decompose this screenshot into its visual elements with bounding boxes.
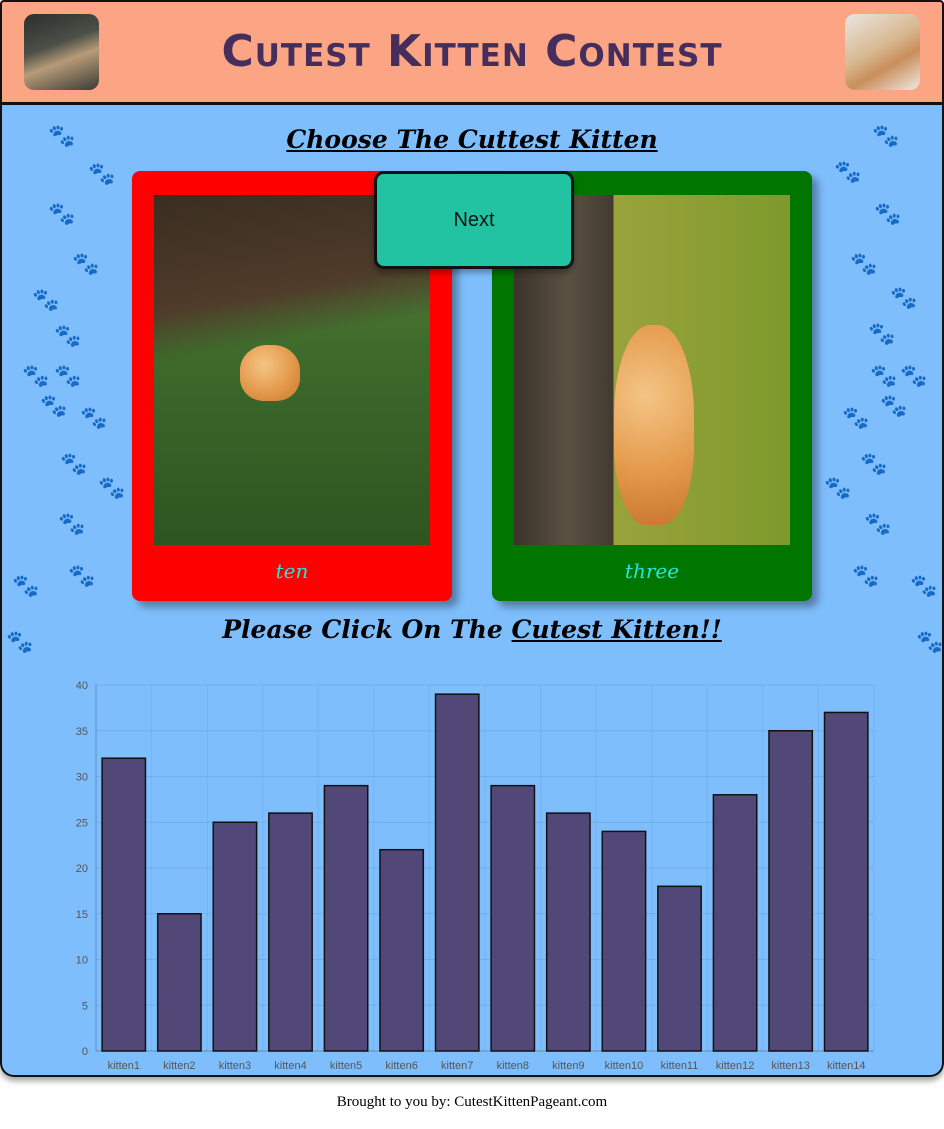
bar-kitten14 bbox=[823, 711, 869, 1052]
bar-kitten7 bbox=[434, 693, 480, 1052]
paw-icon: 🐾 bbox=[58, 511, 86, 536]
y-tick-label: 25 bbox=[76, 817, 88, 829]
bar-kitten12 bbox=[712, 794, 758, 1052]
paw-icon: 🐾 bbox=[48, 123, 76, 148]
cta-prefix: Please Click On The bbox=[222, 615, 512, 644]
paw-icon: 🐾 bbox=[12, 573, 40, 598]
y-tick-label: 20 bbox=[76, 863, 88, 875]
paw-icon: 🐾 bbox=[80, 405, 108, 430]
paw-icon: 🐾 bbox=[864, 511, 892, 536]
x-tick-label: kitten9 bbox=[552, 1060, 584, 1072]
y-tick-label: 40 bbox=[76, 680, 88, 692]
choose-heading: Choose The Cuttest Kitten bbox=[286, 125, 658, 154]
kitten-name-right: three bbox=[624, 559, 680, 583]
paw-icon: 🐾 bbox=[842, 405, 870, 430]
y-tick-label: 30 bbox=[76, 772, 88, 784]
y-tick-label: 10 bbox=[76, 955, 88, 967]
y-tick-label: 0 bbox=[82, 1046, 88, 1058]
paw-icon: 🐾 bbox=[850, 251, 878, 276]
y-tick-label: 15 bbox=[76, 909, 88, 921]
header: Cutest Kitten Contest bbox=[0, 0, 944, 104]
x-tick-label: kitten1 bbox=[108, 1060, 140, 1072]
x-tick-label: kitten4 bbox=[274, 1060, 306, 1072]
chart-svg: 0 5 10 15 20 25 30 35 40 kitten1 kitten2 kitten3 kit… bbox=[76, 680, 875, 1072]
bar-kitten3 bbox=[212, 821, 258, 1052]
kitten-figure bbox=[240, 345, 300, 401]
cta-text: Please Click On The Cutest Kitten!! bbox=[2, 615, 942, 644]
paw-icon: 🐾 bbox=[72, 251, 100, 276]
kitten-avatar-right bbox=[845, 14, 920, 90]
y-tick-label: 5 bbox=[82, 1000, 88, 1012]
votes-bar-chart: 0 5 10 15 20 25 30 35 40 kitten1 kitten2 kitten3 kit… bbox=[64, 679, 884, 1075]
x-tick-label: kitten2 bbox=[163, 1060, 195, 1072]
y-tick-label: 35 bbox=[76, 726, 88, 738]
kitten-avatar-left bbox=[24, 14, 99, 90]
paw-icon: 🐾 bbox=[860, 451, 888, 476]
bar-kitten2 bbox=[156, 913, 202, 1052]
bar-kitten9 bbox=[545, 812, 591, 1052]
cta-link[interactable]: Cutest Kitten!! bbox=[511, 615, 722, 644]
contest-panel: 🐾 🐾 🐾 🐾 🐾 🐾 🐾 🐾 🐾 🐾 🐾 🐾 🐾 🐾 🐾 🐾 🐾 🐾 🐾 🐾 … bbox=[0, 102, 944, 1077]
bar-kitten10 bbox=[601, 830, 647, 1052]
bar-kitten13 bbox=[768, 730, 814, 1052]
x-tick-label: kitten5 bbox=[330, 1060, 362, 1072]
paw-icon: 🐾 bbox=[32, 287, 60, 312]
footer-credit: Brought to you by: CutestKittenPageant.c… bbox=[336, 1094, 608, 1110]
x-tick-label: kitten8 bbox=[497, 1060, 529, 1072]
x-tick-label: kitten10 bbox=[605, 1060, 644, 1072]
paw-icon: 🐾 bbox=[834, 159, 862, 184]
paw-icon: 🐾 bbox=[98, 475, 126, 500]
paw-icon: 🐾 bbox=[874, 201, 902, 226]
x-tick-label: kitten11 bbox=[661, 1060, 699, 1072]
paw-icon: 🐾 bbox=[824, 475, 852, 500]
paw-icon: 🐾 bbox=[40, 393, 68, 418]
paw-icon: 🐾 bbox=[54, 363, 82, 388]
x-tick-label: kitten14 bbox=[827, 1060, 866, 1072]
bar-kitten11 bbox=[657, 885, 702, 1052]
paw-icon: 🐾 bbox=[88, 161, 116, 186]
paw-icon: 🐾 bbox=[916, 629, 944, 654]
paw-icon: 🐾 bbox=[60, 451, 88, 476]
paw-icon: 🐾 bbox=[852, 563, 880, 588]
paw-icon: 🐾 bbox=[890, 285, 918, 310]
paw-icon: 🐾 bbox=[910, 573, 938, 598]
paw-icon: 🐾 bbox=[872, 123, 900, 148]
paw-icon: 🐾 bbox=[54, 323, 82, 348]
kitten-figure bbox=[614, 325, 694, 525]
bar-kitten5 bbox=[323, 784, 369, 1052]
x-tick-label: kitten7 bbox=[441, 1060, 473, 1072]
bar-kitten6 bbox=[379, 848, 425, 1052]
x-tick-label: kitten13 bbox=[771, 1060, 810, 1072]
paw-icon: 🐾 bbox=[870, 363, 898, 388]
paw-icon: 🐾 bbox=[868, 321, 896, 346]
x-tick-label: kitten12 bbox=[716, 1060, 755, 1072]
paw-icon: 🐾 bbox=[880, 393, 908, 418]
x-tick-label: kitten3 bbox=[219, 1060, 251, 1072]
x-tick-label: kitten6 bbox=[385, 1060, 417, 1072]
page-title: Cutest Kitten Contest bbox=[221, 26, 723, 77]
bar-kitten8 bbox=[490, 784, 536, 1052]
bar-kitten4 bbox=[268, 812, 313, 1052]
bar-kitten1 bbox=[101, 757, 147, 1052]
paw-icon: 🐾 bbox=[6, 629, 34, 654]
paw-icon: 🐾 bbox=[900, 363, 928, 388]
kitten-name-left: ten bbox=[275, 559, 309, 583]
paw-icon: 🐾 bbox=[48, 201, 76, 226]
paw-icon: 🐾 bbox=[68, 563, 96, 588]
next-button[interactable]: Next bbox=[374, 171, 574, 269]
paw-icon: 🐾 bbox=[22, 363, 50, 388]
